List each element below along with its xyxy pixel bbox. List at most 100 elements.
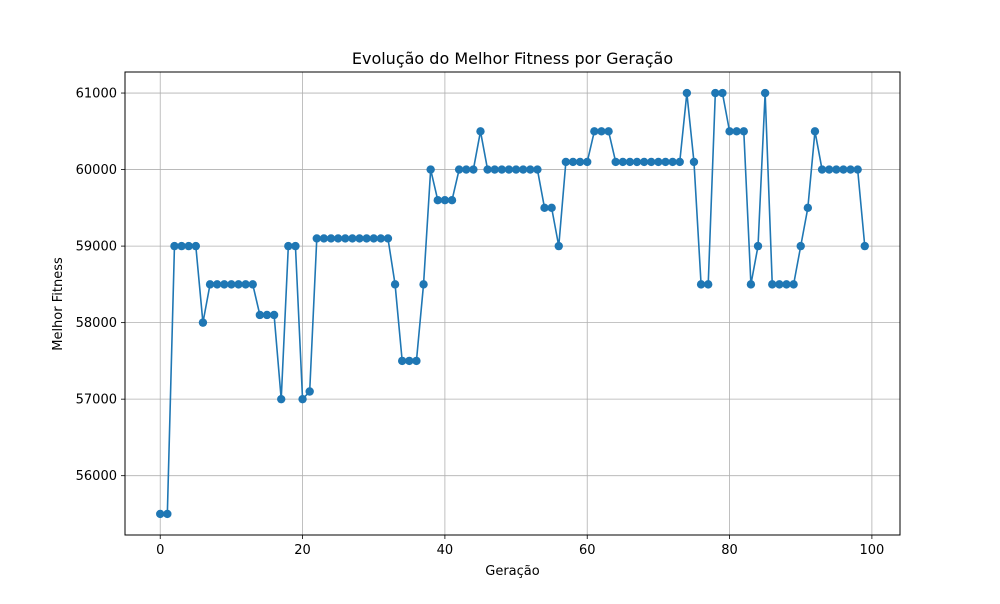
data-point <box>483 165 492 174</box>
data-point <box>284 241 293 251</box>
data-point <box>775 280 784 289</box>
data-point <box>853 165 862 174</box>
data-point <box>839 165 848 174</box>
data-point <box>476 127 485 136</box>
x-tick-label: 80 <box>721 543 738 558</box>
data-point <box>533 165 542 174</box>
data-point <box>198 318 208 327</box>
y-tick-label: 57000 <box>76 393 117 408</box>
data-point <box>312 234 321 243</box>
x-tick-label: 20 <box>294 543 311 558</box>
y-tick-label: 58000 <box>76 316 117 331</box>
data-point <box>590 127 599 136</box>
data-point <box>163 509 172 519</box>
data-point <box>618 157 628 167</box>
data-point <box>205 280 215 289</box>
x-tick-label: 0 <box>156 543 164 558</box>
data-point <box>490 165 499 174</box>
y-axis-ticks: 56000 57000 58000 59000 60000 61000 <box>76 87 125 484</box>
data-point <box>832 165 841 174</box>
data-point <box>383 234 393 243</box>
data-point <box>860 241 869 251</box>
data-point <box>746 280 756 289</box>
data-point <box>390 280 400 289</box>
y-tick-label: 56000 <box>76 469 117 484</box>
data-point <box>575 157 585 167</box>
data-point <box>718 88 727 98</box>
data-point <box>561 157 571 167</box>
data-point <box>191 241 201 251</box>
data-point <box>355 234 364 243</box>
data-point <box>369 234 378 243</box>
data-point <box>319 234 329 243</box>
data-point <box>547 203 556 213</box>
data-point <box>511 165 521 174</box>
data-point <box>277 394 286 404</box>
data-point <box>177 241 186 251</box>
axes-frame <box>124 71 901 536</box>
data-point <box>405 356 414 366</box>
data-point <box>661 157 670 167</box>
data-point <box>348 234 357 243</box>
data-point <box>255 310 265 320</box>
data-point <box>419 280 428 289</box>
data-point <box>156 509 165 519</box>
data-point <box>668 157 677 167</box>
data-point <box>611 157 620 167</box>
data-point <box>689 157 699 167</box>
data-point <box>739 127 748 136</box>
data-point <box>184 241 193 251</box>
y-tick-label: 61000 <box>76 87 117 102</box>
data-point <box>440 195 450 205</box>
data-point <box>824 165 834 174</box>
data-point <box>433 195 442 205</box>
data-point <box>782 280 791 289</box>
data-point <box>725 127 734 136</box>
data-point <box>554 241 563 251</box>
data-point <box>675 157 684 167</box>
data-point <box>170 241 179 251</box>
data-point <box>262 310 272 320</box>
data-point <box>597 127 606 136</box>
x-axis-label: Geração <box>485 564 539 579</box>
data-point <box>241 280 250 289</box>
data-point <box>462 165 471 174</box>
data-point <box>647 157 656 167</box>
data-point <box>732 127 741 136</box>
data-point <box>333 234 343 243</box>
data-point <box>632 157 642 167</box>
data-point <box>504 165 514 174</box>
data-point <box>248 280 257 289</box>
data-point <box>803 203 813 213</box>
data-point <box>846 165 855 174</box>
series-fitness <box>156 88 869 519</box>
data-point <box>469 165 478 174</box>
data-point <box>810 127 820 136</box>
plot-area-border <box>124 71 901 536</box>
data-point <box>796 241 805 251</box>
data-point <box>604 127 613 136</box>
data-point <box>291 241 300 251</box>
data-point <box>234 280 243 289</box>
data-point <box>454 165 464 174</box>
data-point <box>696 280 706 289</box>
data-point <box>639 157 649 167</box>
data-point <box>447 195 457 205</box>
data-point <box>789 280 798 289</box>
data-point <box>753 241 763 251</box>
data-point <box>362 234 371 243</box>
data-point <box>768 280 777 289</box>
data-point <box>625 157 635 167</box>
x-tick-label: 40 <box>437 543 454 558</box>
data-point <box>412 356 421 366</box>
data-point <box>426 165 435 174</box>
x-tick-label: 100 <box>859 543 884 558</box>
data-point <box>212 280 222 289</box>
data-point <box>568 157 578 167</box>
data-point <box>583 157 592 167</box>
x-tick-label: 60 <box>579 543 596 558</box>
data-point <box>326 234 336 243</box>
